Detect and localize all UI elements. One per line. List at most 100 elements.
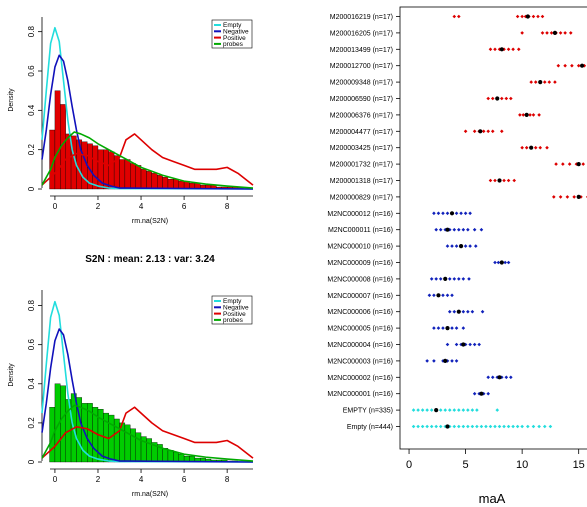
strip-point xyxy=(441,211,445,216)
strip-point xyxy=(438,424,443,429)
strip-point xyxy=(466,227,470,232)
top-histogram-bar xyxy=(173,178,179,190)
strip-point xyxy=(467,277,471,281)
strip-point xyxy=(436,211,441,216)
strip-point xyxy=(549,31,554,35)
strip-point xyxy=(425,408,429,412)
strip-point xyxy=(558,31,563,35)
strip-row-label: M200009348 (n=17) xyxy=(330,80,393,87)
strip-row-label: M200000829 (n=17) xyxy=(330,194,393,201)
strip-point xyxy=(457,14,461,19)
strip-point xyxy=(486,391,491,396)
bottom-histogram-bar xyxy=(135,432,142,463)
strip-median-point xyxy=(458,244,464,249)
strip-median-point xyxy=(495,96,500,101)
top-histogram-bar xyxy=(135,165,142,190)
strip-point xyxy=(556,63,561,68)
strip-point xyxy=(515,14,520,19)
strip-median-point xyxy=(499,260,504,265)
strip-row-label: M200016205 (n=17) xyxy=(330,30,393,37)
strip-point xyxy=(537,113,541,117)
strip-point xyxy=(457,408,461,412)
top-density-line-probes xyxy=(41,131,254,189)
strip-point xyxy=(450,244,454,248)
bottom-density-line-empty xyxy=(41,300,254,463)
strip-point xyxy=(445,244,450,248)
bottom-y-tick-label: 0.6 xyxy=(27,339,36,351)
strip-median-point xyxy=(443,276,448,281)
strip-point xyxy=(447,408,452,412)
strip-point xyxy=(488,47,493,52)
strip-point xyxy=(516,47,521,52)
strip-point xyxy=(466,408,470,412)
strip-point xyxy=(531,14,536,19)
strip-point xyxy=(576,63,581,68)
strip-point xyxy=(466,309,470,314)
strip-median-point xyxy=(445,326,450,331)
bottom-legend-label: Negative xyxy=(223,305,249,312)
strip-point xyxy=(416,424,420,429)
strip-point xyxy=(570,63,574,68)
strip-point xyxy=(445,293,450,298)
strip-point xyxy=(461,326,466,330)
strip-point xyxy=(477,342,481,347)
bottom-x-tick-label: 4 xyxy=(139,475,144,484)
bottom-y-tick-label: 0.8 xyxy=(27,299,36,311)
top-legend-label: probes xyxy=(223,41,244,48)
strip-point xyxy=(526,424,530,429)
strip-point xyxy=(504,375,509,380)
strip-point xyxy=(540,31,545,35)
strip-point xyxy=(548,424,553,429)
top-xlabel: rm.na(S2N) xyxy=(132,218,168,225)
strip-point xyxy=(558,195,563,199)
strip-point xyxy=(520,424,524,429)
strip-point xyxy=(537,424,541,429)
strip-point xyxy=(518,113,522,117)
strip-point xyxy=(531,424,536,429)
strip-point xyxy=(454,326,459,330)
strip-point xyxy=(447,309,452,314)
strip-point xyxy=(561,162,565,166)
strip-point xyxy=(502,178,506,183)
strip-median-point xyxy=(479,391,484,396)
strip-median-point xyxy=(461,342,466,347)
strip-point xyxy=(434,227,438,232)
top-histogram-bar xyxy=(54,90,61,190)
strip-row-label: M2NC000011 (n=16) xyxy=(328,227,393,234)
strip-point xyxy=(538,145,543,150)
strip-point xyxy=(582,63,587,68)
strip-row-label: M200012700 (n=17) xyxy=(330,63,393,70)
strip-point xyxy=(495,408,500,412)
strip-point xyxy=(445,342,450,347)
strip-point xyxy=(432,293,436,298)
strip-point xyxy=(481,129,486,134)
strip-point xyxy=(452,14,457,19)
strip-point xyxy=(515,424,520,429)
top-density-line-positive xyxy=(41,133,254,186)
strip-row-label: Empty (n=444) xyxy=(347,424,393,431)
top-density-line-empty xyxy=(41,26,254,190)
strip-point xyxy=(529,80,533,84)
strip-point xyxy=(475,408,479,412)
strip-median-point xyxy=(497,375,502,380)
top-x-tick-label: 8 xyxy=(225,202,230,211)
strip-point xyxy=(432,326,436,330)
strip-point xyxy=(545,31,549,35)
strip-point xyxy=(425,424,429,429)
strip-point xyxy=(502,424,506,429)
strip-median-point xyxy=(576,162,581,167)
strip-point xyxy=(459,211,463,216)
strip-point xyxy=(461,424,466,429)
strip-point xyxy=(524,145,529,150)
strip-point xyxy=(434,424,438,429)
strip-point xyxy=(463,244,468,248)
strip-point xyxy=(493,260,497,265)
strip-row-label: M200003425 (n=17) xyxy=(330,145,393,152)
top-histogram-bar xyxy=(140,169,147,190)
strip-point xyxy=(506,47,511,52)
bottom-y-tick-label: 0 xyxy=(27,459,36,464)
strip-point xyxy=(432,359,436,363)
top-x-tick-label: 4 xyxy=(139,202,144,211)
strip-x-tick-label: 5 xyxy=(463,459,469,471)
strip-point xyxy=(490,375,495,380)
